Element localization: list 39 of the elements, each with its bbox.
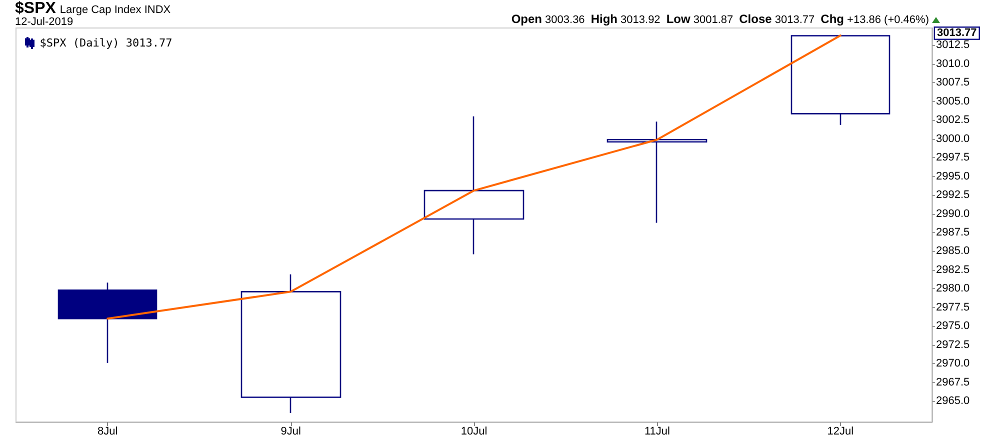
chart-title: $SPX bbox=[15, 0, 56, 17]
y-tick-label: 3010.0 bbox=[936, 58, 970, 70]
y-tick-label: 2990.0 bbox=[936, 208, 970, 220]
y-tick-label: 2987.5 bbox=[936, 226, 970, 238]
text: High 3013.92 bbox=[590, 12, 660, 26]
y-tick-label: 3000.0 bbox=[936, 132, 970, 145]
y-tick-label: 3005.0 bbox=[936, 95, 970, 108]
text: Close 3013.77 bbox=[739, 12, 815, 26]
y-tick-label: 2965.0 bbox=[936, 395, 970, 408]
candlestick bbox=[424, 116, 524, 255]
y-tick-label: 3002.5 bbox=[936, 114, 970, 126]
y-tick-label: 2970.0 bbox=[936, 358, 970, 370]
candlestick bbox=[606, 120, 708, 224]
text: Open 3003.36 bbox=[511, 12, 585, 26]
candlestick bbox=[240, 274, 342, 414]
y-tick-label: 2980.0 bbox=[936, 282, 970, 295]
text: Chg +13.86 (+0.46%) bbox=[820, 12, 929, 26]
y-tick-label: 3007.5 bbox=[936, 76, 970, 89]
x-tick-label: 11Jul bbox=[644, 426, 670, 438]
x-tick-label: 9Jul bbox=[280, 426, 301, 438]
x-tick-label: 8Jul bbox=[98, 426, 118, 438]
text: 12-Jul-2019 bbox=[15, 16, 74, 28]
y-tick-label: 2997.5 bbox=[936, 152, 970, 164]
y-tick-label: 2972.5 bbox=[936, 338, 970, 351]
y-tick-label: 3012.5 bbox=[936, 39, 970, 52]
y-tick-label: 2982.5 bbox=[936, 264, 970, 276]
y-tick-label: 2975.0 bbox=[936, 320, 970, 332]
legend-label: $SPX (Daily) 3013.77 bbox=[40, 36, 172, 50]
x-tick-label: 12Jul bbox=[827, 426, 854, 438]
text: 3013.77 bbox=[937, 27, 977, 40]
candlestick bbox=[58, 282, 158, 364]
y-tick-label: 2995.0 bbox=[936, 170, 970, 182]
x-tick-label: 10Jul bbox=[460, 426, 488, 438]
text: Low 3001.87 bbox=[666, 12, 734, 26]
y-tick-label: 2985.0 bbox=[936, 245, 970, 258]
y-tick-label: 2977.5 bbox=[936, 301, 970, 314]
y-tick-label: 2967.5 bbox=[936, 376, 970, 388]
y-tick-label: 2992.5 bbox=[936, 189, 970, 202]
chart-subtitle: Large Cap Index INDX bbox=[60, 4, 171, 16]
